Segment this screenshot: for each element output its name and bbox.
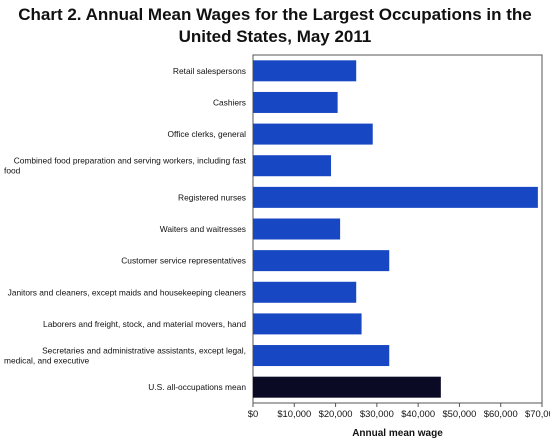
- bar: [253, 60, 357, 82]
- bar: [253, 155, 332, 177]
- bar: [253, 376, 441, 398]
- bar: [253, 186, 538, 208]
- bar: [253, 91, 338, 113]
- x-tick-label: $0: [248, 408, 258, 419]
- category-label: Office clerks, general: [167, 129, 246, 139]
- x-tick-label: $30,000: [360, 408, 394, 419]
- category-label: Laborers and freight, stock, and materia…: [43, 319, 246, 329]
- x-tick-label: $70,000: [525, 408, 550, 419]
- x-tick-label: $10,000: [277, 408, 311, 419]
- category-label: Waiters and waitresses: [160, 224, 246, 234]
- x-tick-label: $60,000: [484, 408, 518, 419]
- x-tick-label: $20,000: [319, 408, 353, 419]
- x-tick-label: $50,000: [442, 408, 476, 419]
- bar: [253, 218, 341, 240]
- category-label: Registered nurses: [178, 192, 246, 202]
- category-label: Customer service representatives: [121, 256, 246, 266]
- category-label: food: [4, 166, 21, 176]
- category-label: Retail salespersons: [173, 66, 246, 76]
- bar: [253, 123, 373, 145]
- category-label: Combined food preparation and serving wo…: [14, 156, 247, 166]
- chart-title-line-2: United States, May 2011: [178, 27, 372, 46]
- bar: [253, 345, 390, 367]
- x-axis-title: Annual mean wage: [352, 428, 443, 439]
- x-tick-label: $40,000: [401, 408, 435, 419]
- category-label: Cashiers: [213, 97, 246, 107]
- category-label: Secretaries and administrative assistant…: [42, 346, 246, 356]
- bar: [253, 250, 390, 272]
- chart-title: Chart 2. Annual Mean Wages for the Large…: [0, 4, 550, 48]
- bar: [253, 281, 357, 303]
- bar: [253, 313, 362, 335]
- category-label: U.S. all-occupations mean: [148, 382, 246, 392]
- category-label: Janitors and cleaners, except maids and …: [8, 287, 246, 297]
- chart-title-line-1: Chart 2. Annual Mean Wages for the Large…: [18, 5, 532, 24]
- category-label: medical, and executive: [4, 356, 90, 366]
